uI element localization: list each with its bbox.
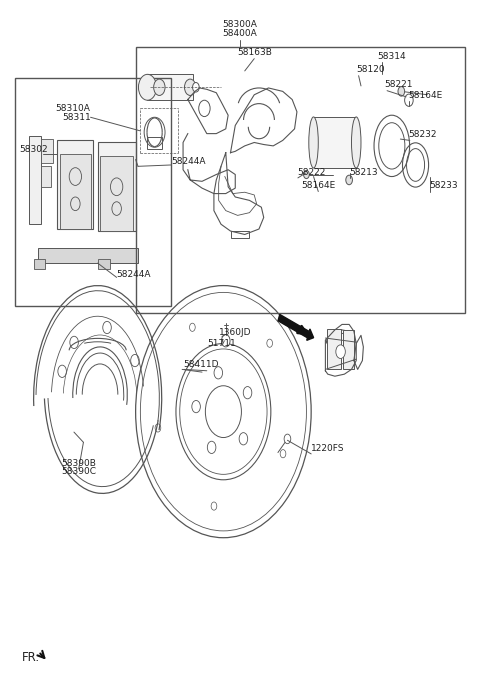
Circle shape [303, 170, 309, 179]
Bar [57, 140, 93, 229]
Text: 58411D: 58411D [183, 360, 218, 369]
Circle shape [336, 345, 345, 359]
Bar [38, 248, 138, 263]
Bar [60, 154, 91, 229]
Circle shape [184, 79, 196, 95]
Text: 58221: 58221 [384, 80, 413, 89]
Circle shape [154, 79, 165, 95]
Bar [34, 259, 46, 269]
Text: 58244A: 58244A [117, 270, 151, 279]
Text: 58233: 58233 [430, 181, 458, 190]
Circle shape [221, 335, 230, 347]
Bar [100, 156, 133, 231]
Text: 58222: 58222 [297, 168, 325, 177]
Text: 1220FS: 1220FS [311, 444, 345, 453]
Text: 58213: 58213 [349, 168, 378, 177]
Ellipse shape [309, 117, 318, 168]
Text: 58232: 58232 [408, 130, 437, 139]
Text: FR.: FR. [22, 651, 40, 664]
Bar [41, 166, 51, 187]
Text: 58164E: 58164E [301, 181, 336, 190]
Bar [14, 78, 171, 306]
Bar [147, 137, 162, 149]
Text: 58390C: 58390C [61, 467, 96, 476]
Circle shape [346, 175, 352, 185]
Bar [327, 328, 341, 370]
Bar [136, 47, 466, 313]
Text: 1360JD: 1360JD [219, 328, 251, 337]
Circle shape [398, 87, 405, 96]
Text: 58302: 58302 [19, 145, 48, 154]
Bar [29, 135, 41, 224]
Ellipse shape [351, 117, 361, 168]
Text: 58244A: 58244A [171, 157, 206, 166]
Text: 58310A: 58310A [56, 104, 91, 113]
Bar [313, 117, 356, 168]
Text: 58164E: 58164E [408, 91, 443, 100]
Bar [41, 139, 53, 163]
Text: 58300A: 58300A [223, 20, 257, 29]
Bar [97, 142, 136, 231]
Text: 58390B: 58390B [61, 458, 96, 468]
FancyArrow shape [278, 315, 313, 340]
Circle shape [192, 82, 199, 92]
Bar [147, 74, 192, 100]
Text: 58311: 58311 [62, 113, 91, 122]
Text: 58400A: 58400A [223, 30, 257, 38]
Text: 58163B: 58163B [237, 48, 272, 57]
Bar [230, 231, 250, 238]
Bar [343, 330, 354, 370]
Circle shape [138, 74, 156, 100]
Text: 58120: 58120 [356, 65, 385, 74]
Text: 51711: 51711 [207, 339, 236, 348]
Bar [97, 259, 109, 269]
Text: 58314: 58314 [378, 52, 406, 60]
